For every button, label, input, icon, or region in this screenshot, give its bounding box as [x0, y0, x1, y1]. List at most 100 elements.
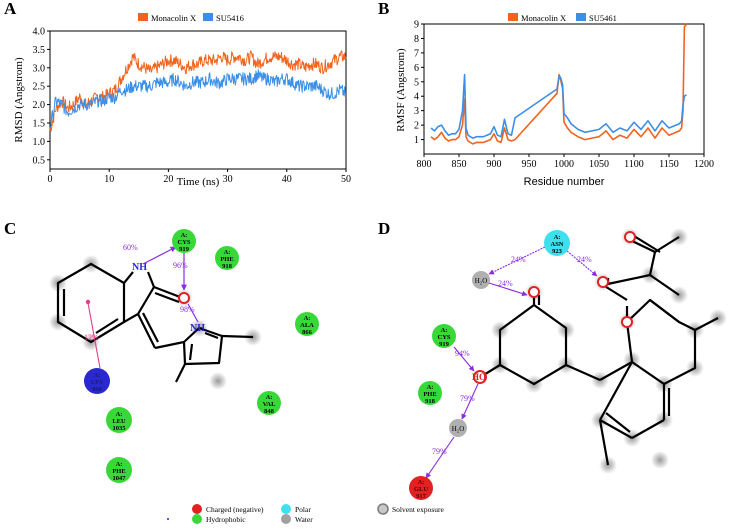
- svg-text:CYS: CYS: [437, 334, 450, 341]
- y-tick-label: 4: [414, 92, 419, 103]
- residue-ala866-c: A: ALA 866: [295, 312, 319, 336]
- x-tick-label: 1050: [589, 159, 609, 170]
- indole-nh-label: NH: [132, 262, 147, 273]
- svg-text:A:: A:: [304, 315, 311, 322]
- x-tick-label: 950: [522, 159, 537, 170]
- legend-polar-dot: [281, 504, 291, 514]
- rmsf-y-axis-label: RMSF (Angstrom): [395, 48, 407, 132]
- legend-water-dot: [281, 514, 291, 524]
- y-tick-label: 2.0: [33, 100, 46, 111]
- legend-stray-dot: [167, 518, 169, 520]
- hbond-line-d1: [488, 246, 546, 275]
- rmsf-y-ticks: 1 2 3 4 5 6 7 8 9: [414, 20, 424, 146]
- svg-text:A:: A:: [418, 479, 425, 486]
- legend-charged-negative: Charged (negative): [206, 505, 264, 514]
- svg-text:848: 848: [264, 408, 275, 415]
- svg-text:LYS: LYS: [91, 379, 103, 386]
- svg-text:H₂O: H₂O: [452, 425, 465, 433]
- svg-text:GLU: GLU: [414, 486, 428, 493]
- ring-centroid-c: [85, 299, 91, 305]
- pyrrole-nh-label: NH: [190, 323, 205, 334]
- svg-text:PHE: PHE: [112, 468, 125, 475]
- hbond-line-d5: [461, 383, 479, 420]
- rmsd-y-axis-label: RMSD (Angstrom): [13, 57, 25, 143]
- rmsd-y-ticks: 0.5 1.0 1.5 2.0 2.5 3.0 3.5 4.0: [33, 27, 50, 166]
- y-tick-label: 2.5: [33, 82, 46, 93]
- hydroxyl-oxygen: [473, 370, 487, 384]
- hbond-label-c1: 60%: [123, 243, 138, 252]
- x-tick-label: 50: [341, 174, 351, 185]
- residue-cys919-d: A: CYS 919: [432, 324, 456, 348]
- pi-cation-line-c: [87, 302, 101, 369]
- hbond-label-d5: 79%: [460, 394, 475, 403]
- hbond-label-d1: 24%: [511, 255, 526, 264]
- hbond-line-d2: [566, 250, 598, 277]
- svg-text:A:: A:: [94, 372, 101, 379]
- ligand-bonds-c: [56, 262, 254, 383]
- svg-text:866: 866: [302, 329, 313, 336]
- rmsf-legend-swatch-1: [508, 13, 518, 21]
- pi-cation-label-c: 12%: [84, 333, 99, 342]
- hbond-label-d3: 24%: [498, 279, 513, 288]
- panel-label-b: B: [378, 0, 389, 18]
- svg-text:A:: A:: [224, 249, 231, 256]
- svg-text:918: 918: [425, 398, 436, 405]
- svg-text:PHE: PHE: [220, 256, 233, 263]
- solvent-exposure-halos-c: [49, 255, 262, 390]
- legend-hydrophobic-dot: [192, 514, 202, 524]
- x-tick-label: 30: [223, 174, 233, 185]
- residue-bubble: [172, 229, 196, 253]
- series-line-2: [49, 69, 346, 129]
- y-tick-label: 0.5: [33, 155, 46, 166]
- x-tick-label: 1000: [554, 159, 574, 170]
- water-molecule-2: H₂O: [449, 419, 467, 437]
- residue-asn923-d: A: ASN 923: [544, 230, 570, 256]
- rmsd-x-ticks: 0 10 20 30 40 50: [48, 169, 351, 185]
- x-tick-label: 1100: [624, 159, 644, 170]
- rmsd-x-axis-label: Time (ns): [177, 176, 220, 188]
- hbond-line-c1: [142, 246, 177, 265]
- y-tick-label: 3: [414, 106, 419, 117]
- svg-text:A:: A:: [181, 232, 188, 239]
- hydroxyl-label: HO: [472, 372, 486, 382]
- residue-val848-c: A: VAL 848: [257, 391, 281, 415]
- rmsd-series: [49, 50, 347, 132]
- carbonyl-oxygen-c: [178, 292, 190, 304]
- y-tick-label: 8: [414, 34, 419, 45]
- y-tick-label: 9: [414, 20, 419, 31]
- residue-glu917-d: A: GLU 917: [409, 476, 433, 500]
- hbond-line-d6: [425, 436, 455, 479]
- y-tick-label: 5: [414, 77, 419, 88]
- rmsd-legend-label-1: Monacolin X: [151, 13, 196, 23]
- hbond-label-d6: 79%: [432, 447, 447, 456]
- svg-text:919: 919: [179, 246, 190, 253]
- svg-text:CYS: CYS: [177, 239, 190, 246]
- rmsf-x-ticks: 800 850 900 950 1000 1050 1100 1150 1200: [417, 154, 714, 170]
- rmsf-chart: 1 2 3 4 5 6 7 8 9 800 850 900 950 1000 1050 1100 1150 12…: [395, 13, 714, 188]
- svg-text:A:: A:: [554, 234, 561, 241]
- svg-text:ASN: ASN: [550, 241, 563, 248]
- svg-text:919: 919: [439, 341, 450, 348]
- y-tick-label: 4.0: [33, 27, 46, 38]
- solvent-exposure-halos-d: [491, 228, 727, 474]
- ligand-diagram-c: NH NH 60% 96% 98% 12% A: CYS 919 A: PHE …: [49, 229, 319, 483]
- ligand-bonds-d: [481, 235, 719, 466]
- x-tick-label: 10: [104, 174, 114, 185]
- svg-text:1035: 1035: [113, 425, 127, 432]
- svg-text:918: 918: [222, 263, 233, 270]
- panel-label-a: A: [4, 0, 17, 18]
- legend-solvent-dot: [377, 503, 389, 515]
- hbond-label-d4: 94%: [455, 349, 470, 358]
- hbond-label-c3: 98%: [180, 305, 195, 314]
- x-tick-label: 800: [417, 159, 432, 170]
- x-tick-label: 1200: [694, 159, 714, 170]
- ester-oxygen: [621, 316, 633, 328]
- series-line-2: [430, 73, 687, 139]
- svg-text:923: 923: [552, 248, 563, 255]
- rmsf-x-axis-label: Residue number: [524, 176, 605, 188]
- svg-text:A:: A:: [116, 411, 123, 418]
- hbond-label-d2: 24%: [577, 255, 592, 264]
- rmsd-legend-swatch-2: [203, 13, 213, 21]
- hbond-line-d4: [453, 346, 475, 372]
